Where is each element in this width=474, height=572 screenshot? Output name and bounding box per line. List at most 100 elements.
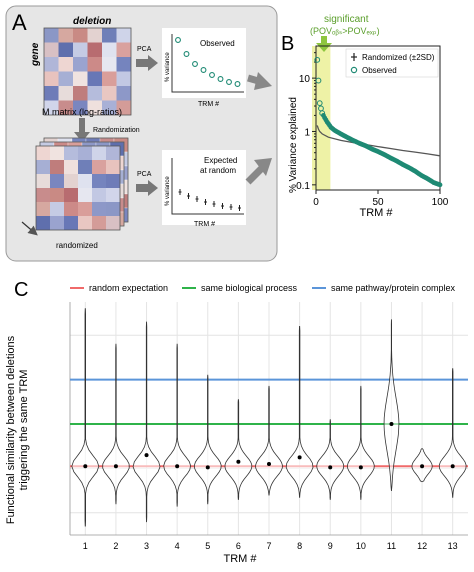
arrow-to-b-2-head: [254, 158, 272, 176]
mini-observed-point: [192, 61, 198, 67]
expected-title-2: at random: [200, 166, 236, 175]
matrix-cell: [58, 28, 73, 43]
mini-axes-observed: [171, 34, 244, 93]
randomized-matrix-cell: [106, 216, 120, 230]
matrix-cell: [116, 86, 131, 101]
randomized-matrix-cell: [50, 188, 64, 202]
c-legend-label: same biological process: [201, 283, 298, 293]
matrix-cell: [116, 42, 131, 57]
violin-median-3: [144, 453, 149, 458]
matrix-cell: [44, 28, 59, 43]
violin-median-5: [205, 465, 210, 470]
mini-xlabel-2: TRM #: [194, 221, 215, 228]
violin-1: [71, 308, 100, 527]
pca-label-1: PCA: [137, 46, 152, 53]
randomized-matrix-cell: [78, 202, 92, 216]
randomized-matrix-cell: [92, 188, 106, 202]
c-x-tick-label: 5: [205, 541, 210, 551]
violin-2: [102, 343, 130, 505]
violin-6: [224, 399, 253, 500]
violin-9: [316, 419, 345, 500]
c-ylabel-1: Functional similarity between deletions: [5, 335, 17, 524]
randomized-matrix-cell: [64, 202, 78, 216]
observed-title: Observed: [200, 39, 235, 48]
matrix-cell: [87, 57, 102, 72]
matrix-cell: [73, 28, 88, 43]
randomized-matrix-cell: [78, 188, 92, 202]
randomization-arrow-head: [74, 132, 90, 142]
violin-median-10: [358, 465, 363, 470]
pca-arrow-2-head: [148, 180, 158, 196]
mini-observed-point: [217, 76, 224, 82]
panel-a-letter: A: [12, 10, 27, 35]
c-legend-label: random expectation: [89, 283, 168, 293]
b-ylabel: % Variance explained: [288, 97, 299, 193]
violin-median-12: [420, 464, 425, 469]
significant-arrow-shaft: [321, 36, 327, 44]
mini-observed-point: [234, 81, 241, 87]
randomized-matrix-cell: [50, 216, 64, 230]
c-x-tick-label: 12: [417, 541, 427, 551]
randomized-matrix-cell: [50, 202, 64, 216]
matrix-cell: [102, 42, 117, 57]
violin-13: [438, 368, 467, 498]
matrix-cell: [73, 100, 88, 115]
matrix-cell: [116, 100, 131, 115]
randomized-matrix-cell: [92, 174, 106, 188]
matrix-cell: [87, 71, 102, 86]
matrix-cell: [102, 57, 117, 72]
mini-observed-point: [226, 79, 232, 85]
violin-4: [163, 343, 192, 507]
randomized-matrix-cell: [92, 216, 106, 230]
b-x-tick-label: 0: [313, 197, 319, 208]
matrix-side-label: gene: [30, 42, 41, 67]
c-x-tick-label: 2: [113, 541, 118, 551]
matrix-caption: M matrix (log-ratios): [42, 107, 122, 117]
b-x-tick-label: 100: [432, 197, 449, 208]
legend-randomized-label: Randomized (±2SD): [362, 53, 435, 62]
legend-observed-mark: [350, 66, 358, 74]
pov-label: (POVₒᵦₛ>POVₑₓₚ): [310, 26, 380, 36]
matrix-cell: [87, 86, 102, 101]
matrix-cell: [116, 71, 131, 86]
matrix-top-label: deletion: [73, 16, 111, 27]
b-legend-box: [345, 48, 439, 78]
significant-arrow-head: [316, 43, 332, 52]
matrix-cell: [73, 86, 88, 101]
violin-8: [285, 326, 314, 498]
b-xlabel: TRM #: [360, 207, 394, 219]
mini-axes-expected: [171, 158, 244, 215]
mini-observed-point: [175, 37, 181, 43]
variance-plot: 10 1 0.10 50 100 Randomized (±2SD) Observed: [296, 36, 449, 208]
violin-median-8: [297, 455, 302, 460]
matrix-cell: [102, 86, 117, 101]
randomized-matrix-cell: [64, 216, 78, 230]
c-ylabel-2: triggering the same TRM: [18, 370, 30, 491]
matrix-cell: [58, 100, 73, 115]
arrow-to-b-2: [245, 165, 265, 185]
randomized-matrix-cell: [106, 160, 120, 174]
matrix-cell: [87, 42, 102, 57]
b-y-tick-label: 10: [299, 74, 311, 85]
violin-median-11: [389, 422, 394, 427]
randomized-matrix-cell: [64, 146, 78, 160]
randomized-matrix-cell: [36, 202, 50, 216]
mini-xlabel-1: TRM #: [198, 101, 219, 108]
violin-3: [132, 321, 161, 523]
randomized-matrix-cell: [106, 202, 120, 216]
c-x-tick-label: 13: [448, 541, 458, 551]
randomized-matrix-cell: [92, 146, 106, 160]
violin-plot: 1 2 3 4 5 6 7 8 9 10 11 12 13: [69, 302, 468, 551]
matrix-cell: [116, 57, 131, 72]
c-x-tick-label: 10: [356, 541, 366, 551]
randomized-matrix-cell: [78, 216, 92, 230]
randomized-matrix-cell: [36, 216, 50, 230]
randomized-matrix-cell: [50, 174, 64, 188]
c-x-tick-label: 6: [236, 541, 241, 551]
randomized-matrix-cell: [92, 160, 106, 174]
randomized-matrix-cell: [36, 174, 50, 188]
b-y-tick-label: 0.1: [296, 181, 310, 192]
panel-c-letter: C: [14, 279, 28, 301]
matrix-border: [43, 27, 132, 116]
matrix-cell: [73, 57, 88, 72]
